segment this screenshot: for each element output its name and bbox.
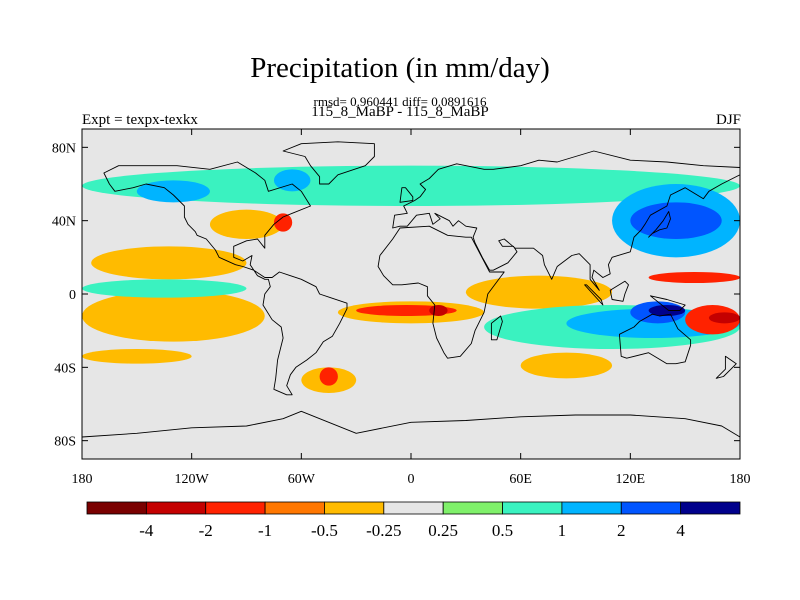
anomaly-region <box>648 272 740 283</box>
anomaly-region <box>648 305 686 316</box>
colorbar-label: -4 <box>139 521 154 540</box>
anomaly-region <box>630 202 722 240</box>
x-tick-label: 180 <box>72 472 93 487</box>
coastline <box>618 313 692 365</box>
colorbar-label: -1 <box>258 521 272 540</box>
experiment-label: Expt = texpx-texkx <box>82 112 198 128</box>
x-tick-label: 60E <box>509 472 532 487</box>
anomaly-region <box>82 290 265 342</box>
anomaly-region <box>91 246 247 280</box>
anomaly-region <box>82 349 192 364</box>
coastlines <box>82 141 740 459</box>
coastline <box>648 211 671 238</box>
x-tick-label: 120E <box>616 472 646 487</box>
anomaly-region <box>319 367 338 386</box>
colorbar-label: 1 <box>558 521 567 540</box>
colorbar-swatch <box>561 501 622 515</box>
anomaly-region <box>429 305 448 316</box>
colorbar-swatch <box>264 501 325 515</box>
colorbar-label: 4 <box>676 521 685 540</box>
colorbar-swatch <box>442 501 503 515</box>
coastline <box>282 141 375 185</box>
y-tick-label: 80N <box>52 141 76 156</box>
anomaly-region <box>273 213 293 232</box>
anomaly-region <box>520 352 613 379</box>
colorbar: -4 -2 -1 -0.5 -0.25 0.25 0.5 1 2 4 <box>86 501 741 540</box>
anomaly-region <box>209 209 284 239</box>
anomaly-field <box>82 165 740 393</box>
colorbar-label: 2 <box>617 521 626 540</box>
coastline <box>715 355 737 379</box>
colorbar-label: -0.25 <box>366 521 401 540</box>
colorbar-swatch <box>383 501 444 515</box>
colorbar-swatch <box>145 501 207 515</box>
x-tick-label: 120W <box>175 472 210 487</box>
colorbar-label: 0.25 <box>428 521 458 540</box>
colorbar-swatch <box>86 501 147 515</box>
colorbar-label: 0.5 <box>492 521 513 540</box>
coastline <box>490 315 503 341</box>
colorbar-swatch <box>205 501 266 515</box>
y-tick-label: 40N <box>52 215 76 230</box>
coastline <box>609 280 629 302</box>
coastline <box>377 225 505 359</box>
coastline <box>82 410 740 459</box>
colorbar-swatch <box>324 501 385 515</box>
map-axes: 180 120W 60W 0 60E 120E 180 80N 40N 0 40S 80S <box>52 129 751 487</box>
coastline <box>584 284 604 306</box>
coastline <box>103 161 348 396</box>
x-tick-label: 180 <box>730 472 751 487</box>
colorbar-swatch <box>680 501 741 515</box>
anomaly-region <box>465 275 613 309</box>
colorbar-label: -2 <box>199 521 213 540</box>
anomaly-region <box>708 312 740 324</box>
y-tick-label: 40S <box>54 361 76 376</box>
colorbar-swatch <box>502 501 563 515</box>
y-tick-label: 80S <box>54 435 76 450</box>
map-plot-area <box>81 128 741 460</box>
map-title: Precipitation (in mm/day) <box>250 52 550 84</box>
rmsd-diff-stats: rmsd= 0.960441 diff= 0.0891616 <box>313 94 487 109</box>
anomaly-region <box>82 165 740 206</box>
anomaly-region <box>273 169 311 192</box>
x-tick-label: 60W <box>288 472 316 487</box>
season-label: DJF <box>715 112 741 128</box>
anomaly-region <box>82 279 247 298</box>
y-tick-label: 0 <box>69 288 76 303</box>
colorbar-label: -0.5 <box>311 521 338 540</box>
colorbar-swatch <box>620 501 682 515</box>
coastline <box>392 150 740 291</box>
x-tick-label: 0 <box>408 472 415 487</box>
case-subtitle: 115_8_MaBP - 115_8_MaBP <box>311 104 489 120</box>
anomaly-region <box>136 180 210 203</box>
coastline <box>399 187 414 203</box>
coastline <box>649 295 686 311</box>
